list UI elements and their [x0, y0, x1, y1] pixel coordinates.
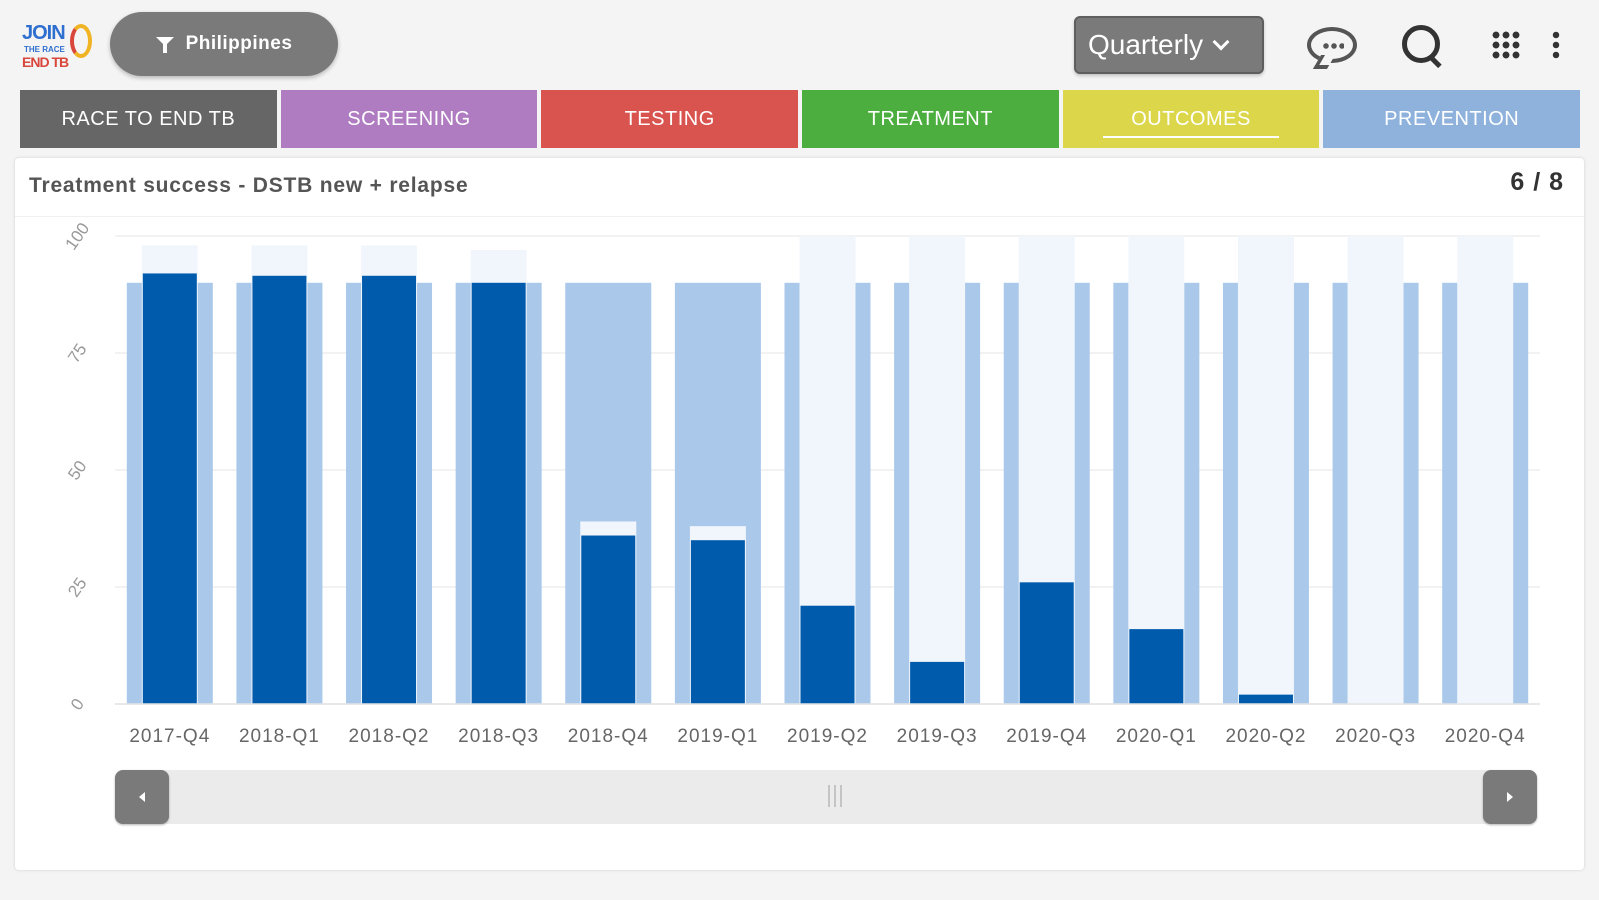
x-tick-label: 2019-Q1	[677, 726, 758, 747]
x-tick-label: 2017-Q4	[129, 726, 210, 747]
chart-card: Treatment success - DSTB new + relapse 6…	[15, 158, 1584, 870]
y-tick-label: 100	[61, 219, 93, 253]
bar	[581, 535, 636, 704]
bar	[1347, 236, 1404, 704]
more-menu-button[interactable]	[1546, 22, 1566, 68]
logo-text-end-tb: END TB	[22, 54, 69, 70]
bar	[1237, 236, 1294, 704]
x-tick-label: 2020-Q3	[1335, 726, 1416, 747]
country-filter-button[interactable]: Philippines	[110, 12, 338, 76]
bar	[252, 275, 307, 704]
grid-icon	[1491, 30, 1521, 60]
bar	[1019, 582, 1074, 704]
period-value: Quarterly	[1088, 29, 1204, 60]
period-select[interactable]: Quarterly	[1074, 16, 1264, 74]
caret-left-icon	[139, 792, 145, 802]
x-tick-label: 2018-Q1	[239, 726, 320, 747]
tab-prevention[interactable]: PREVENTION	[1323, 90, 1581, 148]
country-label: Philippines	[185, 33, 293, 54]
kebab-icon	[1552, 30, 1560, 60]
x-tick-label: 2018-Q2	[349, 726, 430, 747]
scroll-right-button[interactable]	[1483, 770, 1537, 824]
chat-button[interactable]	[1306, 22, 1358, 68]
section-tabs: RACE TO END TB SCREENING TESTING TREATME…	[20, 90, 1581, 148]
bar	[142, 273, 197, 704]
y-tick-label: 50	[64, 457, 90, 483]
apps-button[interactable]	[1480, 22, 1532, 68]
title-divider	[15, 216, 1584, 217]
chart-scrollbar-track[interactable]	[115, 770, 1537, 824]
bar-chart: 0 25 50 75 100 2017-Q4 2018-Q1 2018-Q2 2018-Q3 20…	[61, 219, 1540, 747]
bar	[471, 282, 526, 704]
filter-icon	[155, 35, 174, 53]
logo-text-join: JOIN	[22, 22, 66, 44]
bar	[362, 275, 417, 704]
scrollbar-grip-icon[interactable]	[828, 785, 846, 807]
scroll-left-button[interactable]	[115, 770, 169, 824]
chat-icon	[1307, 27, 1357, 63]
x-tick-label: 2020-Q1	[1116, 726, 1197, 747]
bar	[910, 661, 965, 704]
bar	[800, 605, 855, 704]
bar	[690, 540, 745, 704]
y-tick-label: 25	[64, 574, 90, 600]
bar	[909, 236, 966, 704]
tab-outcomes[interactable]: OUTCOMES	[1062, 90, 1320, 148]
join-end-tb-logo[interactable]: JOIN THE RACE END TB	[20, 20, 92, 76]
logo-text-the-race: THE RACE	[24, 45, 65, 54]
chart-title: Treatment success - DSTB new + relapse	[29, 174, 469, 197]
x-tick-label: 2019-Q2	[787, 726, 868, 747]
tab-screening[interactable]: SCREENING	[280, 90, 538, 148]
bar	[1128, 236, 1185, 704]
bar	[1238, 694, 1293, 704]
logo-ring-icon	[70, 24, 92, 58]
tab-testing[interactable]: TESTING	[541, 90, 799, 148]
y-tick-label: 75	[64, 340, 90, 366]
x-tick-label: 2018-Q3	[458, 726, 539, 747]
x-tick-label: 2019-Q3	[897, 726, 978, 747]
x-tick-label: 2020-Q4	[1445, 726, 1526, 747]
tab-race-to-end-tb[interactable]: RACE TO END TB	[20, 90, 277, 148]
chevron-down-icon	[1212, 33, 1230, 51]
top-bar: JOIN THE RACE END TB Philippines Quarter…	[0, 0, 1599, 88]
tab-treatment[interactable]: TREATMENT	[802, 90, 1059, 148]
bar	[1457, 236, 1514, 704]
search-button[interactable]	[1396, 22, 1448, 68]
bar	[1129, 629, 1184, 704]
x-tick-label: 2018-Q4	[568, 726, 649, 747]
x-tick-label: 2019-Q4	[1006, 726, 1087, 747]
y-tick-label: 0	[67, 695, 88, 714]
chart-pager: 6 / 8	[1510, 168, 1564, 196]
search-icon	[1400, 23, 1444, 67]
caret-right-icon	[1507, 792, 1513, 802]
x-tick-label: 2020-Q2	[1225, 726, 1306, 747]
